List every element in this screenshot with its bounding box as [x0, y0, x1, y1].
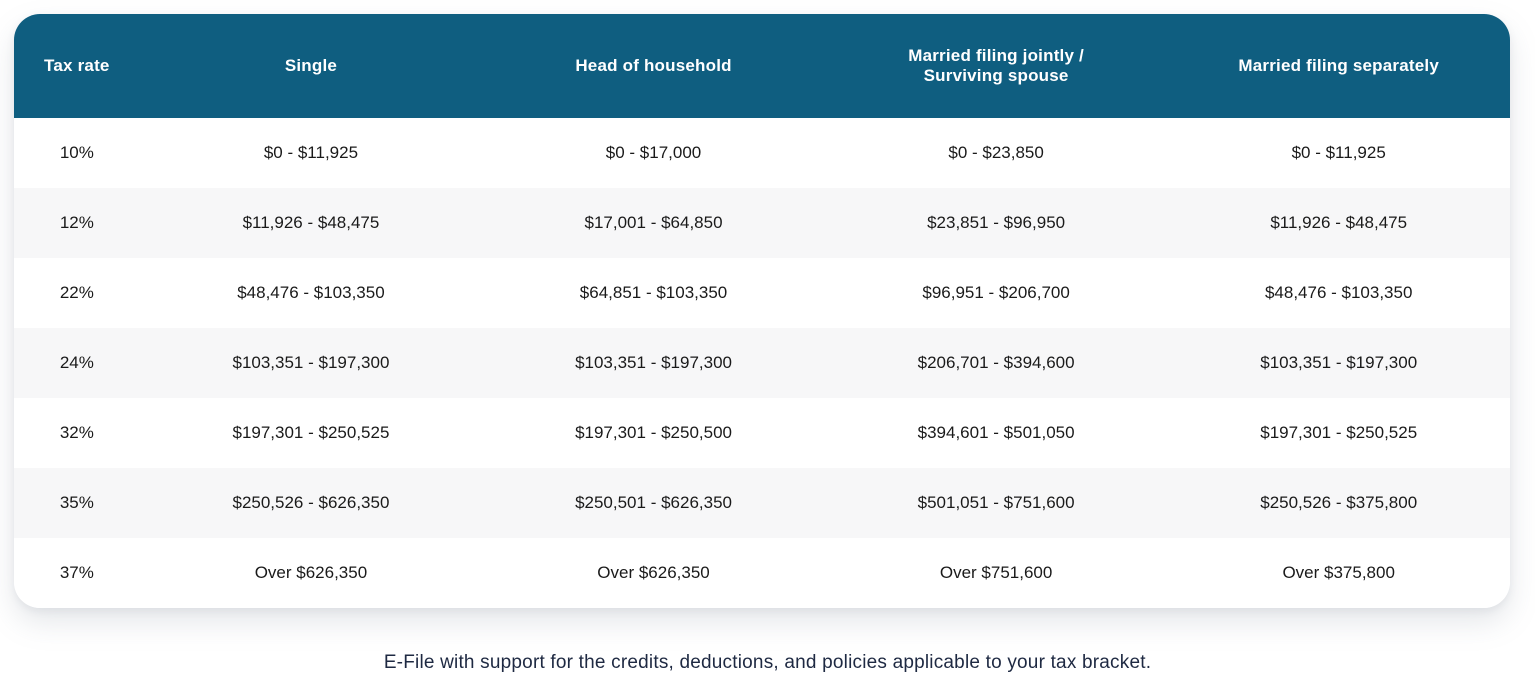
- cell-married-separately: $250,526 - $375,800: [1260, 493, 1418, 512]
- column-header-married-jointly: Married filing jointly / Surviving spous…: [824, 14, 1168, 118]
- cell-tax-rate: 10%: [59, 143, 94, 162]
- cell-head-of-household: $197,301 - $250,500: [575, 423, 732, 442]
- table-row: 35% $250,526 - $626,350 $250,501 - $626,…: [14, 468, 1510, 538]
- table-row: 10% $0 - $11,925 $0 - $17,000 $0 - $23,8…: [14, 118, 1510, 188]
- cell-married-jointly: $96,951 - $206,700: [922, 283, 1070, 302]
- cell-single: $250,526 - $626,350: [232, 493, 390, 512]
- cell-head-of-household: $64,851 - $103,350: [579, 283, 728, 302]
- column-header-single: Single: [139, 14, 483, 118]
- table-row: 32% $197,301 - $250,525 $197,301 - $250,…: [14, 398, 1510, 468]
- cell-married-jointly: Over $751,600: [939, 563, 1053, 582]
- cell-tax-rate: 12%: [59, 213, 94, 232]
- cell-single: $197,301 - $250,525: [232, 423, 390, 442]
- table-row: 24% $103,351 - $197,300 $103,351 - $197,…: [14, 328, 1510, 398]
- cell-married-separately: $48,476 - $103,350: [1264, 283, 1413, 302]
- cell-head-of-household: $250,501 - $626,350: [575, 493, 732, 512]
- table-row: 22% $48,476 - $103,350 $64,851 - $103,35…: [14, 258, 1510, 328]
- column-header-tax-rate: Tax rate: [14, 14, 140, 118]
- tax-bracket-table: Tax rate Single Head of household Marrie…: [14, 14, 1510, 608]
- cell-head-of-household: $0 - $17,000: [605, 143, 702, 162]
- cell-married-jointly: $0 - $23,850: [948, 143, 1044, 162]
- cell-head-of-household: Over $626,350: [597, 563, 710, 582]
- column-header-married-separately: Married filing separately: [1167, 14, 1510, 118]
- cell-tax-rate: 35%: [59, 493, 94, 512]
- cell-single: $103,351 - $197,300: [232, 353, 390, 372]
- cell-married-jointly: $501,051 - $751,600: [917, 493, 1075, 512]
- cell-single: Over $626,350: [254, 563, 368, 582]
- cell-married-separately: $11,926 - $48,475: [1270, 213, 1408, 232]
- cell-tax-rate: 32%: [59, 423, 94, 442]
- cell-tax-rate: 24%: [59, 353, 94, 372]
- cell-single: $0 - $11,925: [263, 143, 359, 162]
- cell-head-of-household: $103,351 - $197,300: [575, 353, 732, 372]
- cell-married-separately: $103,351 - $197,300: [1260, 353, 1418, 372]
- cell-single: $11,926 - $48,475: [242, 213, 380, 232]
- cell-head-of-household: $17,001 - $64,850: [584, 213, 723, 232]
- tax-bracket-table-card: Tax rate Single Head of household Marrie…: [14, 14, 1510, 608]
- cell-single: $48,476 - $103,350: [237, 283, 385, 302]
- column-header-head-of-household: Head of household: [482, 14, 825, 118]
- cell-married-separately: Over $375,800: [1282, 563, 1395, 582]
- cell-married-separately: $0 - $11,925: [1291, 143, 1386, 162]
- cell-married-jointly: $23,851 - $96,950: [927, 213, 1066, 232]
- table-row: 37% Over $626,350 Over $626,350 Over $75…: [14, 538, 1510, 608]
- cell-tax-rate: 22%: [59, 283, 94, 302]
- table-caption: E-File with support for the credits, ded…: [383, 652, 1152, 673]
- cell-married-jointly: $206,701 - $394,600: [917, 353, 1075, 372]
- cell-married-jointly: $394,601 - $501,050: [917, 423, 1075, 442]
- table-row: 12% $11,926 - $48,475 $17,001 - $64,850 …: [14, 188, 1510, 258]
- table-header-row: Tax rate Single Head of household Marrie…: [14, 14, 1510, 118]
- cell-married-separately: $197,301 - $250,525: [1260, 423, 1418, 442]
- cell-tax-rate: 37%: [59, 563, 94, 582]
